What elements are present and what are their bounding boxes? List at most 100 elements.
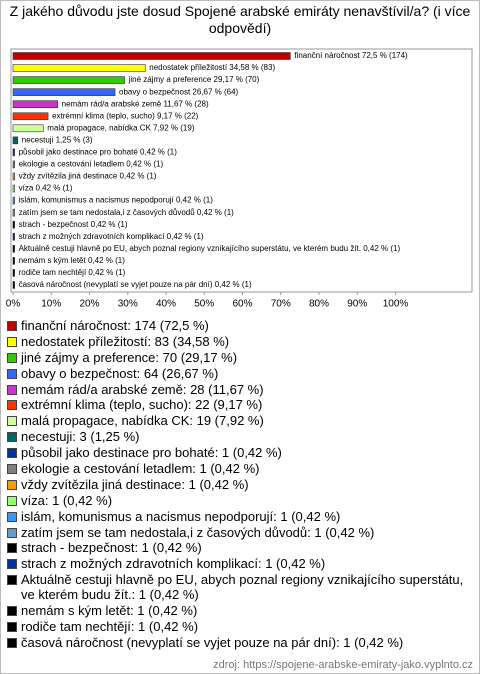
legend-label: Aktuálně cestuji hlavně po EU, abych poz… [21, 572, 464, 603]
x-tick-label: 30% [118, 299, 138, 310]
data-label: rodiče tam nechtějí 0,42 % (1) [19, 268, 126, 277]
data-label: působil jako destinace pro bohaté 0,42 %… [19, 148, 178, 157]
x-tick-label: 10% [41, 299, 61, 310]
bar [12, 160, 15, 169]
legend-item: ekologie a cestování letadlem: 1 (0,42 %… [7, 461, 473, 476]
data-label: víza 0,42 % (1) [19, 184, 73, 193]
bar [12, 112, 49, 121]
legend-swatch [7, 622, 17, 633]
legend-item: malá propagace, nabídka CK: 19 (7,92 %) [7, 413, 473, 428]
data-label: ekologie a cestování letadlem 0,42 % (1) [19, 160, 164, 169]
legend-label: časová náročnost (nevyplatí se vyjet pou… [21, 634, 404, 650]
legend-swatch [7, 543, 17, 554]
legend-swatch [7, 464, 17, 475]
legend-swatch [7, 495, 17, 506]
x-tick-label: 40% [156, 299, 176, 310]
legend-label: obavy o bezpečnost: 64 (26,67 %) [21, 365, 219, 381]
bar [12, 124, 44, 133]
legend-swatch [7, 368, 17, 379]
bar [12, 269, 15, 277]
bar [12, 64, 146, 72]
bar [12, 245, 15, 253]
x-tick-label: 50% [194, 299, 214, 310]
data-label: vždy zvítězila jiná destinace 0,42 % (1) [19, 172, 157, 181]
legend-swatch [7, 432, 17, 443]
legend-item: nemám s kým letět: 1 (0,42 %) [7, 603, 473, 618]
legend-label: strach - bezpečnost: 1 (0,42 %) [21, 540, 202, 556]
legend-label: necestuji: 3 (1,25 %) [21, 429, 140, 445]
data-label: finanční náročnost 72,5 % (174) [294, 51, 408, 60]
legend-item: rodiče tam nechtějí: 1 (0,42 %) [7, 619, 473, 634]
legend-item: strach z možných zdravotních komplikací:… [7, 556, 473, 571]
legend-label: finanční náročnost: 174 (72,5 %) [21, 318, 209, 333]
legend-item: extrémní klima (teplo, sucho): 22 (9,17 … [7, 397, 473, 412]
x-tick-label: 20% [79, 299, 99, 310]
legend-swatch [7, 511, 17, 522]
data-label: obavy o bezpečnost 26,67 % (64) [119, 87, 239, 96]
x-tick-label: 0% [6, 299, 21, 310]
x-tick-label: 70% [271, 299, 291, 310]
legend-swatch [7, 527, 17, 538]
legend-label: strach z možných zdravotních komplikací:… [21, 556, 326, 572]
legend-item: jiné zájmy a preference: 70 (29,17 %) [7, 350, 473, 365]
legend-label: nemám rád/a arabské země: 28 (11,67 %) [21, 381, 264, 397]
x-tick-label: 100% [383, 299, 409, 310]
legend-label: nemám s kým letět: 1 (0,42 %) [21, 603, 198, 619]
bar [12, 148, 15, 157]
legend-label: vždy zvítězila jiná destinace: 1 (0,42 %… [21, 476, 249, 492]
legend-swatch [7, 400, 17, 411]
bar [12, 208, 15, 217]
legend-swatch [7, 384, 17, 395]
data-label: zatím jsem se tam nedostala,i z časových… [19, 208, 235, 217]
legend-label: působil jako destinace pro bohaté: 1 (0,… [21, 445, 282, 461]
source: zdroj: https://spojene-arabske-emiraty-j… [213, 659, 473, 671]
legend-label: malá propagace, nabídka CK: 19 (7,92 %) [21, 413, 264, 429]
data-label: strach z možných zdravotních komplikací … [19, 232, 204, 241]
data-label: extrémní klima (teplo, sucho) 9,17 % (22… [52, 111, 199, 120]
data-label: nemám rád/a arabské země 11,67 % (28) [62, 99, 209, 108]
legend-swatch [7, 321, 17, 331]
legend-swatch [7, 416, 17, 427]
data-label: strach - bezpečnost 0,42 % (1) [19, 220, 128, 229]
legend-label: víza: 1 (0,42 %) [21, 492, 113, 508]
bar [12, 100, 58, 108]
bar [12, 172, 15, 181]
legend: finanční náročnost: 174 (72,5 %) nedostat… [7, 318, 473, 651]
bar [12, 52, 291, 60]
bar [12, 88, 116, 96]
data-label: islám, komunismus a nacismus nepodporují… [19, 196, 214, 205]
legend-item: Aktuálně cestuji hlavně po EU, abych poz… [7, 572, 473, 602]
bar [12, 196, 15, 205]
legend-item: nemám rád/a arabské země: 28 (11,67 %) [7, 382, 473, 397]
legend-label: nedostatek příležitostí: 83 (34,58 %) [21, 333, 230, 349]
legend-swatch [7, 336, 17, 347]
legend-item: časová náročnost (nevyplatí se vyjet pou… [7, 635, 473, 650]
legend-label: islám, komunismus a nacismus nepodporují… [21, 508, 341, 524]
chart: 0% 10% 20% 30% 40% 50% 60% 70% 80% 90% 100% finančn… [6, 48, 473, 310]
legend-swatch [7, 479, 17, 490]
x-tick-label: 90% [347, 299, 367, 310]
data-label: Aktuálně cestuji hlavně po EU, abych poz… [19, 244, 401, 253]
legend-label: zatím jsem se tam nedostala,i z časových… [21, 524, 375, 540]
data-label: nemám s kým letět 0,42 % (1) [19, 256, 126, 265]
legend-swatch [7, 559, 17, 570]
data-label: necestuji 1,25 % (3) [22, 135, 93, 144]
legend-item: necestuji: 3 (1,25 %) [7, 429, 473, 444]
legend-item: zatím jsem se tam nedostala,i z časových… [7, 525, 473, 540]
data-label: malá propagace, nabídka CK 7,92 % (19) [47, 123, 195, 132]
bar [12, 136, 19, 145]
legend-swatch [7, 352, 17, 363]
legend-item: islám, komunismus a nacismus nepodporují… [7, 509, 473, 524]
bar [12, 232, 15, 241]
legend-item: víza: 1 (0,42 %) [7, 493, 473, 508]
legend-swatch [7, 575, 17, 586]
bar [12, 220, 15, 229]
legend-item: obavy o bezpečnost: 64 (26,67 %) [7, 366, 473, 381]
bar [12, 184, 15, 193]
bar [12, 257, 15, 265]
legend-item: finanční náročnost: 174 (72,5 %) [7, 318, 473, 333]
legend-label: jiné zájmy a preference: 70 (29,17 %) [21, 349, 238, 365]
x-tick-label: 60% [232, 299, 252, 310]
legend-swatch [7, 606, 17, 617]
